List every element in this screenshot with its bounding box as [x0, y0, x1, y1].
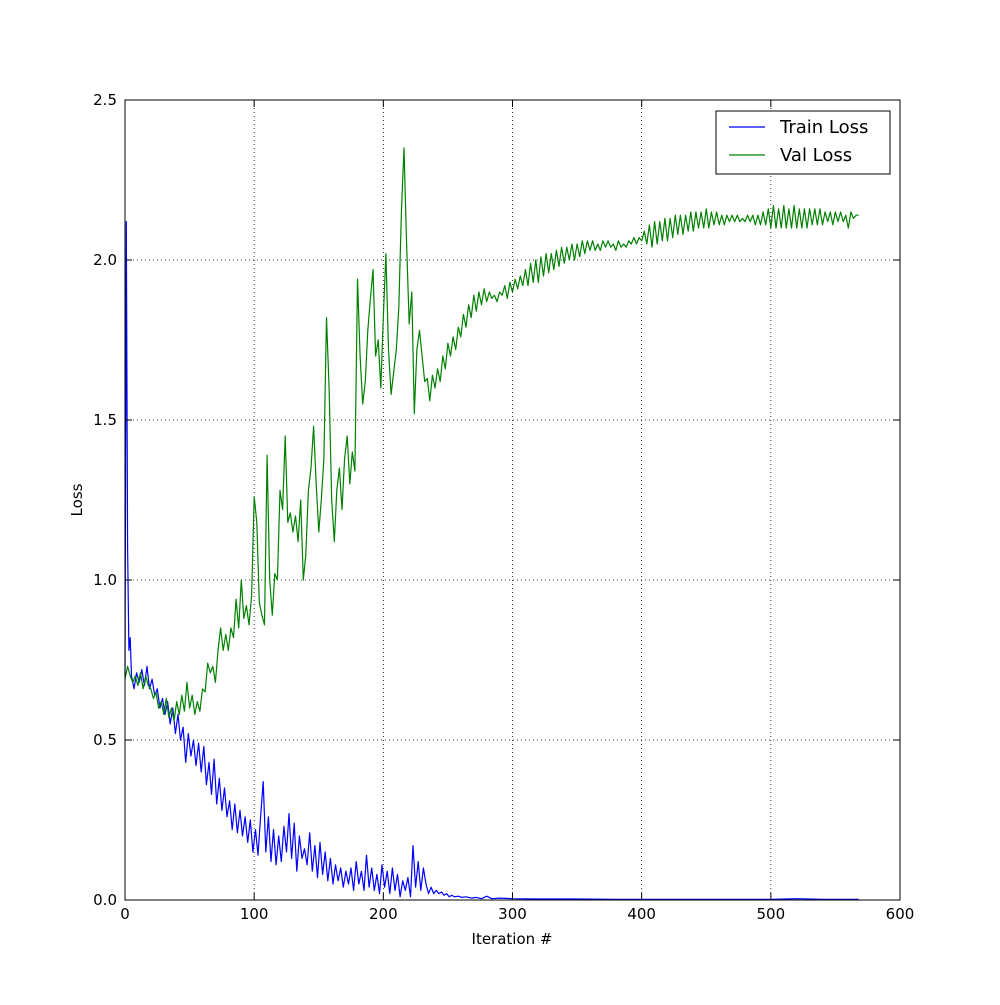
x-tick-label: 600 — [886, 905, 915, 923]
series-lines — [124, 147, 859, 900]
legend-val-loss-label: Val Loss — [780, 145, 852, 166]
y-axis-label: Loss — [68, 483, 86, 516]
legend-box — [715, 110, 891, 175]
y-tick-label: 2.5 — [93, 91, 117, 109]
x-tick-label: 400 — [627, 905, 656, 923]
x-axis-label: Iteration # — [472, 930, 553, 948]
series-line-train-loss — [124, 221, 859, 900]
series-line-val-loss — [124, 147, 859, 722]
x-tick-label: 300 — [498, 905, 527, 923]
y-tick-label: 0.5 — [93, 731, 117, 749]
y-tick-label: 1.0 — [93, 571, 117, 589]
y-tick-label: 2.0 — [93, 251, 117, 269]
x-tick-label: 0 — [120, 905, 130, 923]
axis-ticks: 0 100 200 300 400 500 600 0.0 0.5 1.0 1.5 2.0 2.5 — [93, 91, 914, 923]
x-tick-label: 100 — [240, 905, 269, 923]
y-tick-label: 1.5 — [93, 411, 117, 429]
x-tick-label: 200 — [369, 905, 398, 923]
legend-train-loss-label: Train Loss — [779, 117, 868, 138]
x-tick-label: 500 — [757, 905, 786, 923]
gridlines — [124, 99, 901, 901]
y-tick-label: 0.0 — [93, 891, 117, 909]
legend: Train Loss Val Loss — [715, 110, 891, 175]
